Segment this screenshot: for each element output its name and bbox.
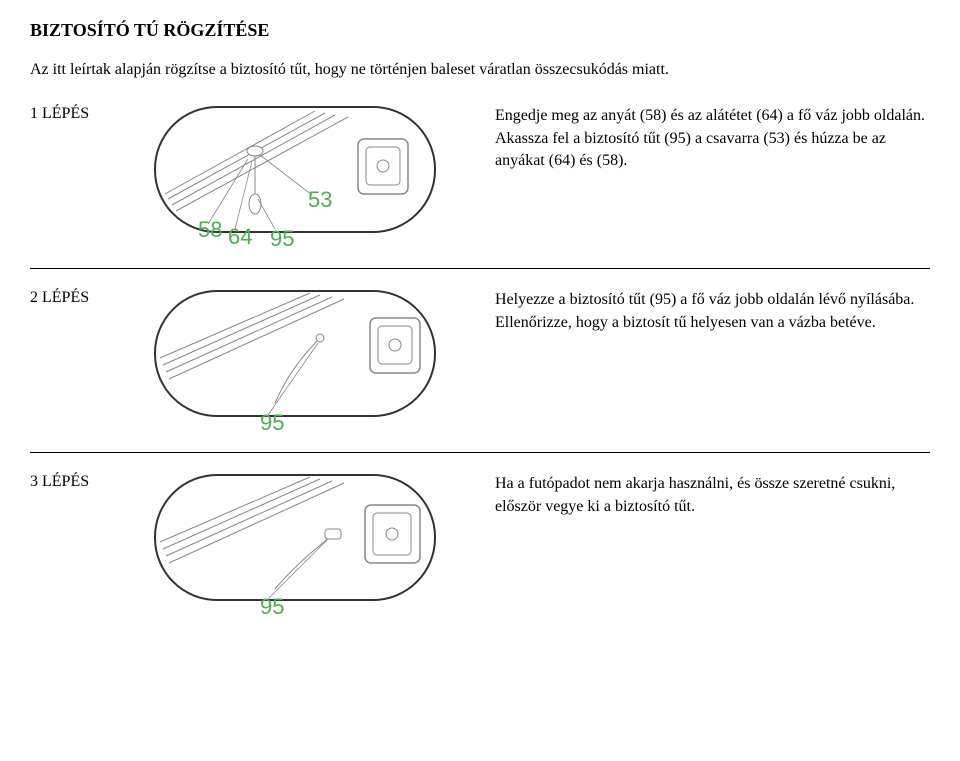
step-2-figure: 95 — [120, 283, 470, 438]
callout-95-s3: 95 — [260, 594, 284, 619]
step-row-1: 1 LÉPÉS 58 64 95 53 — [30, 99, 930, 254]
step-1-figure: 58 64 95 53 — [120, 99, 470, 254]
step-2-text: Helyezze a biztosító tűt (95) a fő váz j… — [495, 283, 930, 334]
callout-64: 64 — [228, 224, 252, 249]
step-row-2: 2 LÉPÉS 95 Helyezze a biztosító tűt (95)… — [30, 268, 930, 453]
figure-2-svg: 95 — [120, 283, 470, 438]
callout-95: 95 — [270, 226, 294, 251]
step-3-text: Ha a futópadot nem akarja használni, és … — [495, 467, 930, 518]
step-1-label: 1 LÉPÉS — [30, 99, 120, 123]
step-2-label: 2 LÉPÉS — [30, 283, 120, 307]
step-row-3: 3 LÉPÉS 95 Ha a futópadot nem akarja has… — [30, 467, 930, 622]
step-3-label: 3 LÉPÉS — [30, 467, 120, 491]
step-3-figure: 95 — [120, 467, 470, 622]
intro-text: Az itt leírtak alapján rögzítse a biztos… — [30, 59, 930, 81]
callout-58: 58 — [198, 217, 222, 242]
figure-3-svg: 95 — [120, 467, 470, 622]
callout-95-s2: 95 — [260, 410, 284, 435]
figure-1-svg: 58 64 95 53 — [120, 99, 470, 254]
page-title: BIZTOSÍTÓ TÚ RÖGZÍTÉSE — [30, 20, 930, 41]
step-1-text: Engedje meg az anyát (58) és az alátétet… — [495, 99, 930, 172]
callout-53: 53 — [308, 187, 332, 212]
